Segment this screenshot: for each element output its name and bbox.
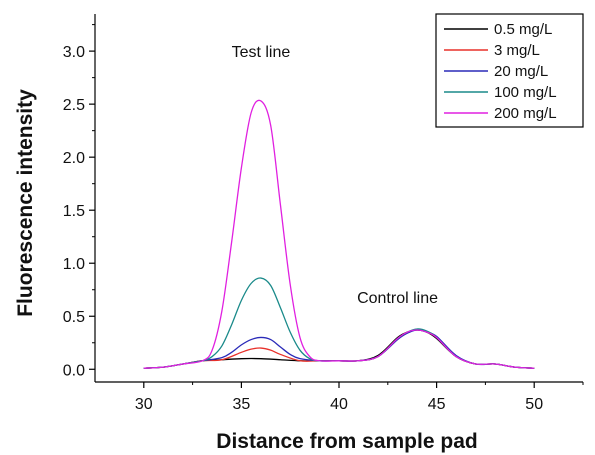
y-tick-label: 1.5	[63, 203, 85, 220]
annotation-1: Control line	[357, 290, 438, 307]
y-tick-label: 0.0	[63, 362, 85, 379]
legend-label-4: 200 mg/L	[494, 105, 557, 122]
annotation-0: Test line	[232, 44, 291, 61]
y-tick-label: 1.0	[63, 256, 85, 273]
y-tick-label: 0.5	[63, 309, 85, 326]
series-layer	[143, 99, 535, 369]
legend-label-3: 100 mg/L	[494, 84, 557, 101]
legend: 0.5 mg/L 3 mg/L 20 mg/L 100 mg/L 200 mg/L	[435, 13, 584, 128]
x-axis-title: Distance from sample pad	[216, 430, 477, 453]
x-tick-label: 35	[233, 396, 251, 413]
legend-label-0: 0.5 mg/L	[494, 21, 552, 38]
x-tick-label: 45	[428, 396, 446, 413]
y-tick-label: 2.5	[63, 97, 85, 114]
legend-label-1: 3 mg/L	[494, 42, 540, 59]
series-line-1	[143, 329, 535, 369]
axes: 0.0 0.5 1.0 1.5 2.0 2.5 3.0 30 35 40 45 50 Distance …	[14, 14, 584, 453]
x-tick-label: 30	[135, 396, 153, 413]
y-axis-title: Fluorescence intensity	[14, 89, 37, 317]
series-line-3	[143, 277, 535, 369]
series-line-4	[143, 99, 535, 369]
y-tick-label: 2.0	[63, 150, 85, 167]
annotations: Test line Control line	[232, 44, 439, 307]
series-line-0	[143, 329, 535, 369]
x-tick-label: 50	[525, 396, 543, 413]
y-tick-label: 3.0	[63, 44, 85, 61]
x-tick-label: 40	[330, 396, 348, 413]
series-line-2	[143, 329, 535, 369]
legend-label-2: 20 mg/L	[494, 63, 548, 80]
